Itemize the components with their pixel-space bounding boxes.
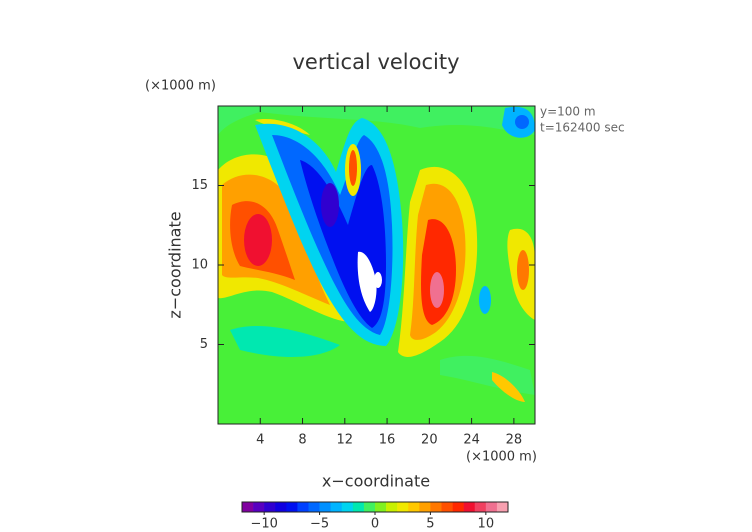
x-tick-label: 20 (421, 433, 438, 448)
colorbar-cell (430, 502, 442, 512)
colorbar-tick-label: 0 (371, 517, 379, 532)
colorbar-cell (463, 502, 476, 512)
colorbar-cell (452, 502, 464, 512)
colorbar-tick-label: −5 (310, 517, 329, 532)
x-tick-label: 28 (506, 433, 523, 448)
colorbar-cell (253, 502, 265, 512)
x-unit: (×1000 m) (466, 450, 537, 465)
colorbar-cell (264, 502, 276, 512)
colorbar-cell (308, 502, 320, 512)
colorbar-tick-label: −10 (250, 517, 277, 532)
x-tick-label: 24 (463, 433, 480, 448)
x-tick-label: 8 (298, 433, 306, 448)
x-tick-label: 16 (379, 433, 396, 448)
y-axis-label: z−coordinate (166, 211, 185, 318)
y-tick-label: 10 (191, 258, 208, 273)
annotation: y=100 m (540, 105, 596, 119)
colorbar-tick-label: 5 (426, 517, 434, 532)
colorbar-cell (496, 502, 509, 512)
colorbar-cell (242, 502, 254, 512)
colorbar-cell (275, 502, 287, 512)
colorbar-cell (363, 502, 376, 512)
colorbar-cell (474, 502, 487, 512)
colorbar-cell (297, 502, 309, 512)
chart-title: vertical velocity (292, 50, 459, 74)
colorbar-cell (386, 502, 398, 512)
colorbar-cell (485, 502, 498, 512)
y-tick-label: 5 (200, 337, 208, 352)
colorbar-cell (352, 502, 365, 512)
colorbar-cell (341, 502, 354, 512)
colorbar-cell (319, 502, 331, 512)
colorbar-cell (286, 502, 298, 512)
x-axis-label: x−coordinate (322, 472, 430, 491)
annotation: t=162400 sec (540, 121, 625, 135)
x-tick-label: 4 (256, 433, 264, 448)
colorbar-cell (375, 502, 387, 512)
x-tick-label: 12 (337, 433, 354, 448)
colorbar-cell (441, 502, 453, 512)
colorbar-cell (330, 502, 343, 512)
colorbar-cell (408, 502, 420, 512)
colorbar-tick-label: 10 (478, 517, 495, 532)
y-tick-label: 15 (191, 178, 208, 193)
colorbar-cell (397, 502, 409, 512)
y-unit: (×1000 m) (145, 79, 216, 94)
colorbar-cell (419, 502, 431, 512)
contour-field (218, 106, 535, 424)
